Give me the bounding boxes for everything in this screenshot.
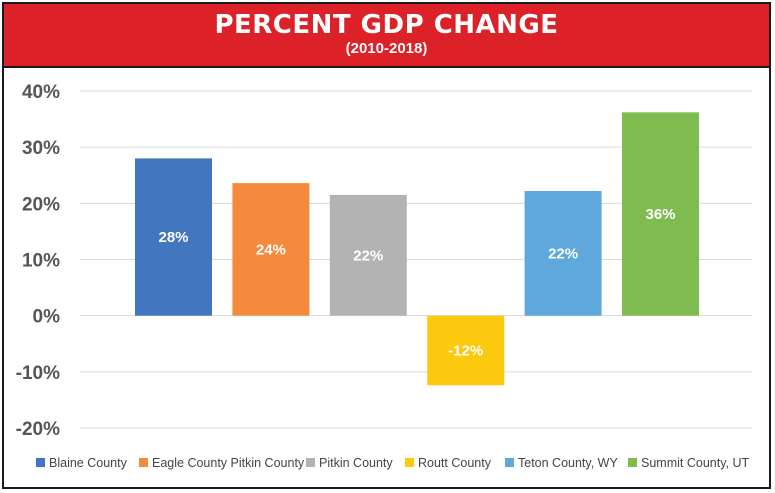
legend-swatch <box>36 458 45 467</box>
y-tick-label: -20% <box>16 419 60 440</box>
title-banner: PERCENT GDP CHANGE (2010-2018) <box>4 4 769 68</box>
bar <box>329 194 407 316</box>
y-tick-label: 40% <box>22 82 60 103</box>
data-label: 22% <box>353 247 383 264</box>
bar <box>622 112 699 316</box>
legend-label: Teton County, WY <box>518 456 618 470</box>
bar <box>232 183 310 316</box>
data-label: 36% <box>645 206 675 223</box>
legend-label: Pitkin County <box>319 456 393 470</box>
legend-swatch <box>405 458 414 467</box>
legend-swatch <box>505 458 514 467</box>
data-label: 28% <box>158 229 188 246</box>
bars <box>135 112 699 386</box>
legend-label: Summit County, UT <box>641 456 749 470</box>
legend-swatch <box>628 458 637 467</box>
legend-swatch <box>306 458 315 467</box>
y-tick-label: 20% <box>22 194 60 215</box>
y-axis-ticks: 40% 30% 20% 10% 0% -10% -20% <box>16 82 60 440</box>
legend: Blaine County Eagle County Pitkin County P… <box>36 456 749 470</box>
chart-subtitle: (2010-2018) <box>345 40 428 57</box>
chart-title: PERCENT GDP CHANGE <box>214 10 559 40</box>
y-tick-label: 0% <box>33 307 61 328</box>
bar <box>135 158 212 316</box>
legend-label: Blaine County <box>49 456 128 470</box>
data-label: 24% <box>256 241 286 258</box>
legend-swatch <box>139 458 148 467</box>
legend-label: Routt County <box>418 456 492 470</box>
bar <box>524 190 602 316</box>
bar <box>427 315 505 386</box>
y-tick-label: 30% <box>22 138 60 159</box>
data-label: 22% <box>548 245 578 262</box>
data-labels: 28% 24% 22% -12% 22% 36% <box>158 206 675 359</box>
y-tick-label: -10% <box>16 363 60 384</box>
data-label: -12% <box>448 342 483 359</box>
y-tick-label: 10% <box>22 251 60 272</box>
legend-label: Eagle County Pitkin County <box>152 456 305 470</box>
